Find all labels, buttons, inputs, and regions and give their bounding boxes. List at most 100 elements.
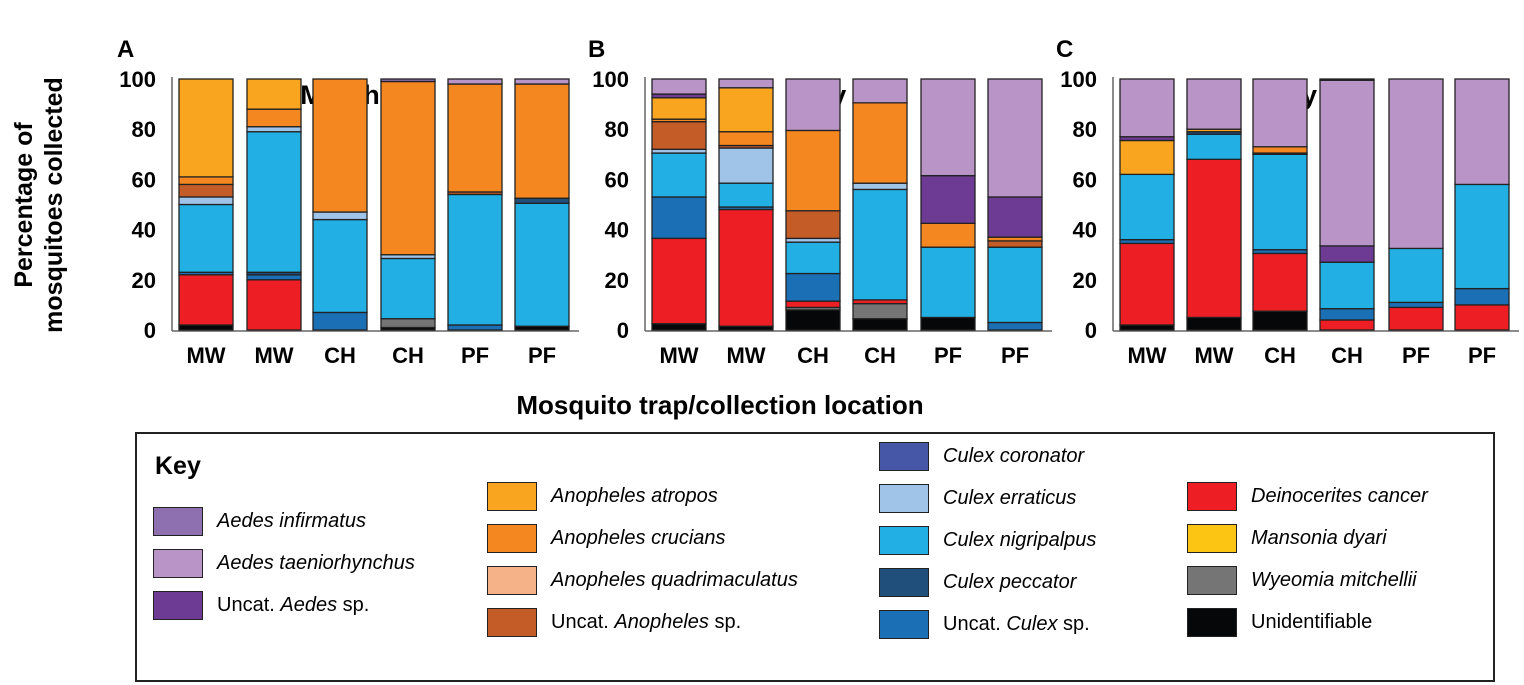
legend-item-md: Mansonia dyari	[1187, 523, 1387, 553]
x-tick-label: MW	[1127, 343, 1166, 368]
y-tick-label: 60	[132, 167, 156, 192]
bar-segment-un	[920, 316, 976, 331]
bar-segment-dc	[718, 208, 774, 327]
y-tick-label: 0	[1085, 318, 1097, 343]
bar-segment-uan	[987, 240, 1043, 248]
bar-segment-uan	[651, 121, 707, 150]
y-tick-label: 0	[144, 318, 156, 343]
bar-segment-cn	[380, 257, 436, 320]
legend-label: Uncat. Anopheles sp.	[551, 610, 742, 633]
bar-segment-ac	[852, 102, 908, 184]
bar-segment-at	[987, 78, 1043, 198]
bar-segment-cn	[178, 203, 234, 273]
legend-label: Aedes taeniorhynchus	[217, 551, 415, 574]
bar-segment-dc	[1186, 158, 1242, 319]
legend-label: Culex erraticus	[943, 486, 1077, 509]
bar-segment-uc	[987, 321, 1043, 331]
bar-segment-dc	[651, 237, 707, 325]
bar-segment-at	[1119, 78, 1175, 138]
legend-label: Uncat. Culex sp.	[943, 612, 1090, 635]
legend-swatch	[487, 523, 537, 553]
bar-segment-uan	[178, 183, 234, 198]
bar-segment-cn	[312, 218, 368, 314]
bar-segment-dc	[1119, 242, 1175, 326]
y-tick-label: 40	[132, 218, 156, 243]
legend-title: Key	[155, 452, 201, 480]
y-tick-label: 100	[119, 67, 156, 92]
x-tick-label: PF	[528, 343, 556, 368]
bar-segment-dc	[246, 279, 302, 331]
bar-segment-at	[785, 78, 841, 132]
legend-label: Culex nigripalpus	[943, 528, 1097, 551]
y-tick-label: 40	[605, 218, 629, 243]
bar-segment-ce	[246, 126, 302, 133]
bar-segment-cn	[1186, 133, 1242, 160]
legend-label: Culex peccator	[943, 570, 1077, 593]
x-tick-label: CH	[324, 343, 356, 368]
bar-segment-uc	[1454, 287, 1510, 306]
bar-segment-cn	[852, 188, 908, 301]
bar-segment-cn	[514, 202, 570, 327]
bar-segment-uc	[785, 272, 841, 302]
bar-segment-wm	[852, 302, 908, 320]
bar-segment-dc	[1388, 306, 1444, 331]
x-axis-label: Mosquito trap/collection location	[516, 390, 923, 420]
x-tick-label: PF	[934, 343, 962, 368]
x-tick-label: PF	[1001, 343, 1029, 368]
legend-label: Mansonia dyari	[1251, 526, 1387, 549]
y-tick-label: 80	[1073, 117, 1097, 142]
bar-segment-at	[920, 78, 976, 177]
bar-segment-ai	[380, 78, 436, 83]
y-tick-label: 20	[1073, 268, 1097, 293]
bar-segment-uc	[312, 311, 368, 331]
bar-segment-cn	[920, 246, 976, 319]
bar-segment-at	[852, 78, 908, 104]
bar-segment-aa	[178, 78, 234, 178]
legend-item-cn: Culex nigripalpus	[879, 525, 1096, 555]
bar-segment-ce	[178, 196, 234, 206]
legend-item-ac: Anopheles crucians	[487, 523, 726, 553]
bar-segment-cn	[651, 152, 707, 198]
x-tick-label: MW	[726, 343, 765, 368]
y-axis-label-line2: mosquitoes collected	[40, 77, 68, 333]
y-tick-label: 80	[605, 117, 629, 142]
legend-swatch	[879, 441, 929, 471]
legend-item-at: Aedes taeniorhynchus	[153, 548, 415, 578]
bar-segment-cn	[718, 182, 774, 208]
bar-segment-cn	[785, 241, 841, 275]
x-tick-label: MW	[659, 343, 698, 368]
y-tick-label: 20	[605, 268, 629, 293]
legend-swatch	[153, 590, 203, 620]
chart: AMarch020406080100MWMWCHCHPFPFBMay020406…	[10, 36, 1519, 420]
legend-label: Unidentifiable	[1251, 610, 1373, 633]
bar-segment-ac	[785, 129, 841, 212]
bar-segment-at	[1319, 79, 1375, 247]
x-tick-label: PF	[461, 343, 489, 368]
legend-item-uan: Uncat. Anopheles sp.	[487, 607, 741, 637]
y-tick-label: 60	[605, 167, 629, 192]
legend-label: Aedes infirmatus	[217, 509, 366, 532]
bar-segment-ac	[1252, 146, 1308, 154]
x-tick-label: CH	[1331, 343, 1363, 368]
legend-swatch	[879, 525, 929, 555]
bar-segment-ac	[514, 83, 570, 199]
legend-swatch	[1187, 607, 1237, 637]
bar-segment-ac	[920, 222, 976, 248]
bar-segment-cn	[1252, 153, 1308, 251]
legend-swatch	[487, 481, 537, 511]
legend-item-cp: Culex peccator	[879, 567, 1076, 597]
x-tick-label: CH	[797, 343, 829, 368]
bar-segment-ce	[852, 182, 908, 191]
legend-label: Anopheles quadrimaculatus	[551, 568, 798, 591]
bar-segment-cp	[514, 197, 570, 204]
panel-letter: C	[1056, 36, 1073, 63]
bar-segment-at	[1186, 78, 1242, 130]
legend-swatch	[1187, 565, 1237, 595]
y-axis-label: Percentage ofmosquitoes collected	[10, 77, 68, 333]
y-tick-label: 80	[132, 117, 156, 142]
bar-segment-ac	[312, 78, 368, 213]
x-tick-label: CH	[864, 343, 896, 368]
legend-item-aa: Anopheles atropos	[487, 481, 718, 511]
legend-swatch	[879, 483, 929, 513]
bar-segment-ac	[718, 131, 774, 147]
